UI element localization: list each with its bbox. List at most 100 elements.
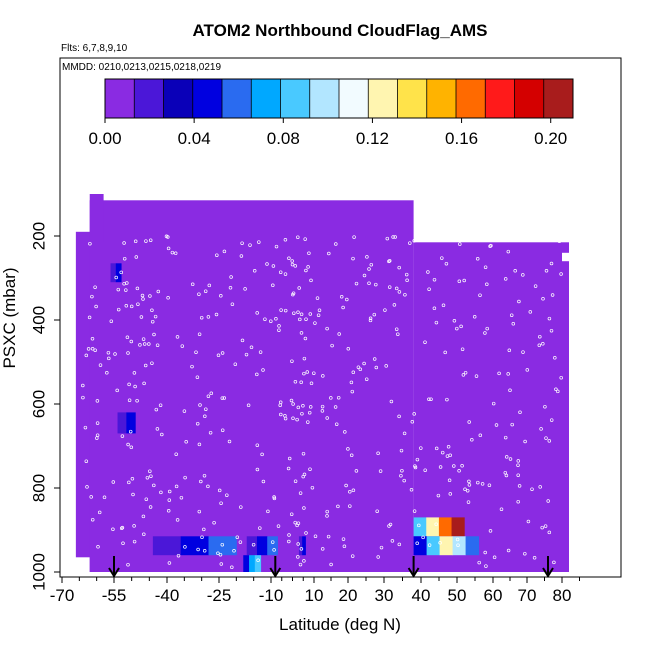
data-marker xyxy=(402,431,407,436)
data-marker xyxy=(368,318,373,323)
data-marker xyxy=(429,397,433,401)
data-marker xyxy=(362,273,367,278)
x-tick-label: 30 xyxy=(375,586,394,605)
data-marker xyxy=(240,241,244,245)
data-marker xyxy=(440,450,445,455)
data-marker xyxy=(235,535,240,539)
data-marker xyxy=(272,496,277,501)
data-marker xyxy=(220,542,225,547)
data-marker xyxy=(549,418,554,422)
data-marker xyxy=(533,284,538,288)
data-marker xyxy=(329,396,333,400)
data-marker xyxy=(220,428,225,432)
data-marker xyxy=(132,371,137,375)
data-marker xyxy=(306,420,310,424)
data-marker xyxy=(538,485,542,489)
x-tick-label: 10 xyxy=(305,586,324,605)
data-marker xyxy=(448,492,453,496)
data-marker xyxy=(419,446,423,450)
data-marker xyxy=(302,356,307,361)
data-marker xyxy=(292,311,296,315)
data-marker xyxy=(467,420,471,424)
data-marker xyxy=(145,475,150,480)
data-marker xyxy=(404,272,409,277)
data-marker xyxy=(387,259,391,264)
data-marker xyxy=(167,561,172,565)
data-marker xyxy=(174,484,179,489)
hot-cell xyxy=(117,412,127,434)
x-axis-label: Latitude (deg N) xyxy=(279,615,401,634)
data-marker xyxy=(290,359,294,363)
data-marker xyxy=(458,242,462,246)
data-marker xyxy=(266,509,270,514)
data-marker xyxy=(546,236,550,241)
data-marker xyxy=(152,332,156,337)
data-marker xyxy=(313,321,317,325)
data-marker xyxy=(302,371,306,376)
colorbar-tick-label: 0.12 xyxy=(356,129,389,148)
data-marker xyxy=(488,244,492,249)
data-marker xyxy=(167,498,172,502)
data-marker xyxy=(114,275,118,280)
data-marker xyxy=(296,405,301,410)
y-tick-label: 1000 xyxy=(29,553,48,591)
data-marker xyxy=(271,283,275,288)
data-marker xyxy=(426,270,430,274)
data-marker xyxy=(190,364,194,369)
data-marker xyxy=(321,374,325,378)
data-marker xyxy=(475,257,480,261)
data-marker xyxy=(526,519,531,524)
data-marker xyxy=(133,239,138,244)
hot-cell xyxy=(413,536,428,556)
data-marker xyxy=(238,540,243,544)
data-marker xyxy=(351,370,356,375)
data-marker xyxy=(387,258,392,263)
data-marker xyxy=(84,353,89,358)
data-marker xyxy=(415,541,419,546)
colorbar-swatch xyxy=(280,79,311,118)
data-marker xyxy=(252,269,257,273)
data-marker xyxy=(467,479,471,484)
data-marker xyxy=(399,473,403,478)
data-marker xyxy=(279,308,283,312)
data-marker xyxy=(325,416,329,420)
data-marker xyxy=(278,270,283,274)
data-marker xyxy=(96,545,100,549)
data-marker xyxy=(249,345,254,350)
data-marker xyxy=(394,327,399,331)
data-marker xyxy=(539,427,543,431)
data-marker xyxy=(390,539,395,543)
data-marker xyxy=(203,289,208,293)
data-marker xyxy=(308,467,312,471)
data-marker xyxy=(128,429,133,434)
hot-cell xyxy=(451,517,465,537)
data-marker xyxy=(276,524,281,528)
data-marker xyxy=(345,297,349,302)
data-marker xyxy=(557,239,562,243)
data-marker xyxy=(240,338,245,343)
data-marker xyxy=(394,286,399,291)
data-marker xyxy=(148,505,153,509)
colorbar xyxy=(104,78,574,119)
data-marker xyxy=(215,253,219,257)
data-marker xyxy=(378,469,383,473)
hot-cell xyxy=(246,536,258,556)
data-marker xyxy=(170,250,175,255)
data-marker xyxy=(289,512,294,516)
data-marker xyxy=(367,267,371,271)
data-marker xyxy=(432,277,437,282)
data-marker xyxy=(553,235,557,240)
flights-subtitle: Flts: 6,7,8,9,10 xyxy=(61,43,128,54)
data-marker xyxy=(304,317,308,321)
data-marker xyxy=(257,240,261,244)
data-marker xyxy=(387,285,392,289)
data-marker xyxy=(299,331,304,335)
data-marker xyxy=(136,302,140,306)
data-marker xyxy=(309,278,313,283)
data-marker xyxy=(412,509,417,513)
data-marker xyxy=(543,524,548,528)
data-marker xyxy=(175,518,180,522)
data-marker xyxy=(301,451,306,456)
data-marker xyxy=(405,278,409,283)
data-marker xyxy=(94,304,98,309)
